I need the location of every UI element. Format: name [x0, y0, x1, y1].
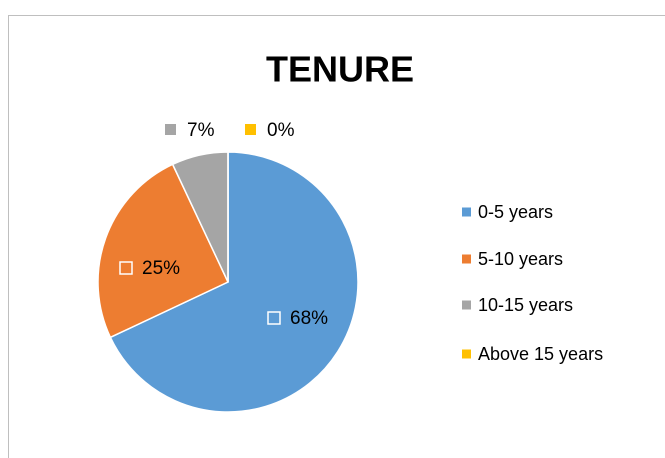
- pie-slice: [97, 163, 229, 339]
- legend-label: 10-15 years: [478, 295, 573, 315]
- legend-key: [462, 254, 471, 264]
- legend-label: Above 15 years: [478, 344, 603, 364]
- label-key: [119, 261, 133, 275]
- label-key: [267, 311, 281, 325]
- data-label: 0%: [267, 120, 295, 141]
- legend-key: [462, 300, 471, 310]
- data-label: 25%: [142, 258, 180, 279]
- data-label: 7%: [187, 120, 215, 141]
- chart-title: TENURE: [266, 49, 414, 90]
- legend-label: 5-10 years: [478, 249, 563, 269]
- data-label: 68%: [290, 308, 328, 329]
- label-key: [245, 124, 256, 135]
- legend-label: 0-5 years: [478, 202, 553, 222]
- legend-key: [462, 349, 471, 359]
- pie-slice: [109, 151, 359, 413]
- label-key: [165, 124, 176, 135]
- legend-key: [462, 207, 471, 217]
